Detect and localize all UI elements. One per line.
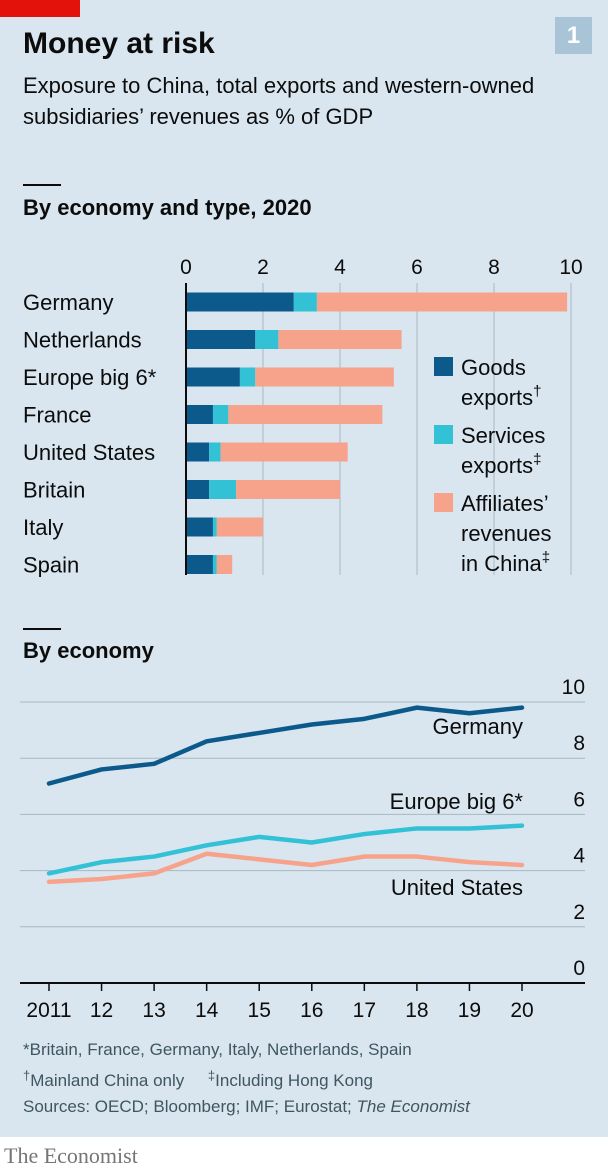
- line-series-label: Europe big 6*: [390, 789, 524, 814]
- line-x-tick-label: 14: [195, 999, 219, 1022]
- bar-segment: [186, 555, 213, 574]
- line-section-title: By economy: [23, 638, 154, 663]
- bar-segment: [228, 405, 383, 424]
- line-x-tick-label: 16: [300, 999, 323, 1022]
- bar-x-tick-label: 6: [411, 256, 423, 279]
- bar-category-label: Spain: [23, 553, 79, 578]
- legend-label: Services exports‡: [461, 423, 545, 478]
- chart-canvas: 0 2 4 6 8 10 Germany Netherlands Europe big 6* Fr…: [20, 256, 585, 1022]
- bar-segment: [236, 480, 340, 499]
- bar-x-tick-label: 10: [559, 256, 582, 279]
- bar-segment: [216, 517, 263, 537]
- sources-row: Sources: OECD; Bloomberg; IMF; Eurostat;…: [23, 1094, 470, 1120]
- bar-segment: [316, 292, 568, 312]
- bar-x-tick-label: 8: [488, 256, 500, 279]
- footnote-ddagger: Including Hong Kong: [215, 1071, 373, 1090]
- bar-segment: [255, 330, 279, 349]
- brand-wordmark: The Economist: [4, 1143, 138, 1168]
- line-y-tick-label: 0: [573, 957, 585, 980]
- legend-swatch: [434, 357, 453, 376]
- bar-segment: [186, 292, 294, 312]
- line-series-label: Germany: [433, 714, 523, 739]
- legend-swatch: [434, 493, 453, 512]
- bar-segment: [220, 442, 348, 462]
- bar-category-label: United States: [23, 440, 155, 465]
- legend-swatch: [434, 425, 453, 444]
- line-y-tick-label: 4: [573, 845, 585, 868]
- legend-label: Affiliates’ revenues in China‡: [461, 491, 552, 576]
- bar-segment: [209, 480, 237, 499]
- line-y-tick-label: 6: [573, 788, 585, 811]
- bar-segment: [216, 555, 233, 574]
- bar-segment: [212, 555, 217, 574]
- bar-segment: [186, 517, 213, 537]
- bar-category-label: France: [23, 403, 91, 428]
- chart-panel: [0, 0, 608, 1137]
- line-x-tick-label: 20: [510, 999, 533, 1022]
- bar-segment: [255, 367, 394, 387]
- bar-segment: [209, 442, 221, 462]
- bar-category-label: Britain: [23, 478, 85, 503]
- section-rule-bar: [23, 184, 61, 186]
- bar-section-title: By economy and type, 2020: [23, 195, 312, 220]
- line-y-tick-label: 2: [573, 901, 585, 924]
- bar-segment: [186, 330, 256, 349]
- line-x-tick-label: 2011: [26, 999, 71, 1022]
- line-series-label: United States: [391, 875, 523, 900]
- bar-category-label: Germany: [23, 290, 113, 315]
- line-x-tick-label: 15: [248, 999, 271, 1022]
- bar-segment: [186, 367, 240, 387]
- line-x-tick-label: 19: [458, 999, 481, 1022]
- bar-segment: [293, 292, 317, 312]
- bar-category-label: Italy: [23, 515, 63, 540]
- ddagger-mark: ‡: [207, 1068, 216, 1083]
- chart-subtitle: Exposure to China, total exports and wes…: [23, 73, 535, 129]
- bar-segment: [186, 405, 213, 424]
- bar-x-tick-label: 0: [180, 256, 192, 279]
- line-series: [46, 823, 525, 876]
- bar-category-label: Europe big 6*: [23, 365, 157, 390]
- bar-segment: [239, 367, 256, 387]
- sources-text: Sources: OECD; Bloomberg; IMF; Eurostat;: [23, 1097, 357, 1116]
- line-series: [46, 851, 525, 885]
- chart-number-badge: 1: [555, 17, 592, 54]
- bar-x-tick-label: 2: [257, 256, 269, 279]
- line-x-tick-label: 12: [90, 999, 113, 1022]
- line-x-tick-label: 13: [142, 999, 165, 1022]
- legend-label: Goods exports†: [461, 355, 542, 410]
- line-series: [46, 705, 525, 786]
- line-x-tick-label: 17: [353, 999, 376, 1022]
- line-y-tick-label: 8: [573, 732, 585, 755]
- bar-segment: [212, 405, 229, 424]
- footnote-marks-row: †Mainland China only ‡Including Hong Kon…: [23, 1063, 470, 1094]
- footnotes: *Britain, France, Germany, Italy, Nether…: [23, 1037, 470, 1120]
- brand-red-tag: [0, 0, 80, 17]
- bar-segment: [278, 330, 402, 349]
- sources-italic: The Economist: [356, 1097, 470, 1116]
- footnote-star: *Britain, France, Germany, Italy, Nether…: [23, 1040, 412, 1059]
- section-rule-line: [23, 628, 61, 630]
- bar-x-tick-label: 4: [334, 256, 346, 279]
- bar-segment: [186, 442, 210, 462]
- dagger-mark: †: [23, 1068, 31, 1083]
- line-x-tick-label: 18: [405, 999, 428, 1022]
- bar-segment: [212, 517, 217, 537]
- bar-category-label: Netherlands: [23, 328, 142, 353]
- chart-title: Money at risk: [23, 27, 215, 60]
- bar-segment: [186, 480, 210, 499]
- footnote-dagger: Mainland China only: [30, 1071, 185, 1090]
- line-y-tick-label: 10: [562, 676, 585, 699]
